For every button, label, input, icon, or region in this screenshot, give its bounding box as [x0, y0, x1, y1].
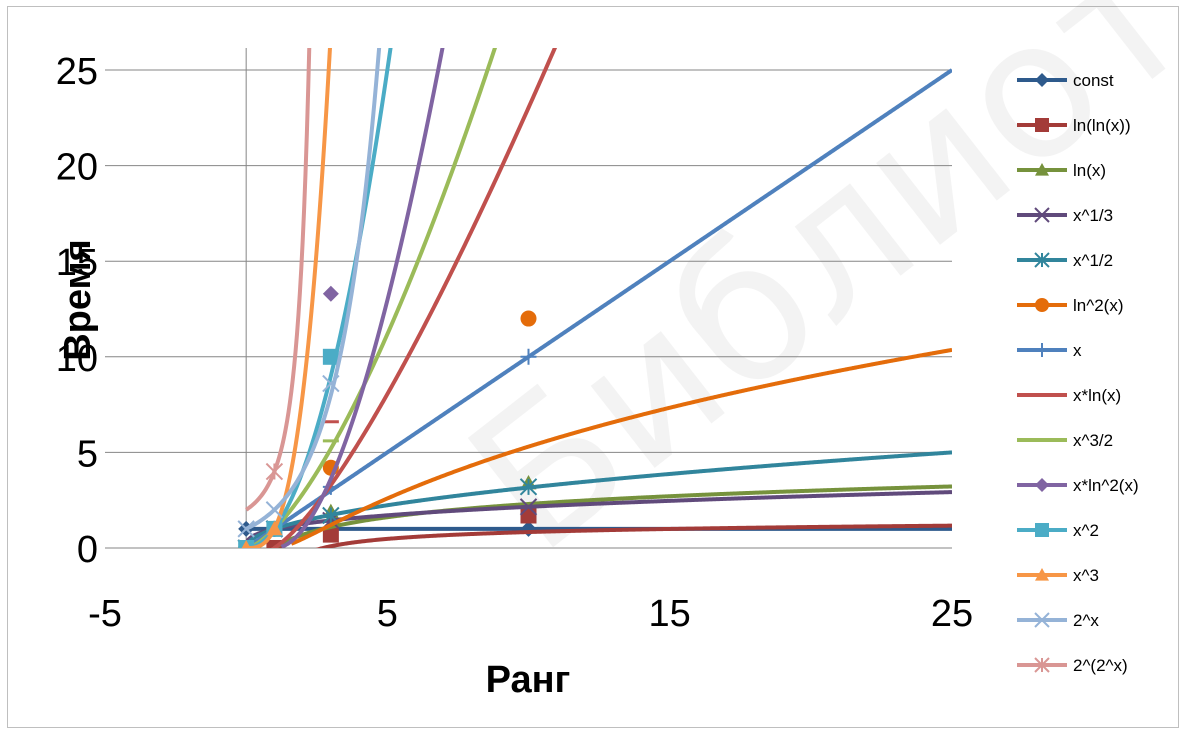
y-tick-label: 0 — [77, 529, 98, 571]
legend-label: x^2 — [1073, 521, 1099, 540]
series-line — [280, 48, 445, 548]
legend-marker — [1035, 163, 1049, 176]
y-tick-label: 20 — [56, 147, 98, 189]
legend-marker — [1034, 252, 1050, 268]
legend-label: ln(ln(x)) — [1073, 116, 1131, 135]
series-13 — [245, 48, 312, 512]
plot-area — [237, 48, 952, 548]
series-line — [245, 68, 952, 548]
legend-label: const — [1073, 71, 1114, 90]
series-line — [315, 523, 952, 548]
data-point — [520, 310, 537, 327]
legend-label: 2^x — [1073, 611, 1099, 630]
y-tick-label: 10 — [56, 338, 98, 380]
legend-item: ln(x) — [1017, 161, 1106, 180]
x-tick-label: -5 — [88, 593, 122, 635]
legend-item: x^1/2 — [1017, 251, 1113, 270]
x-tick-label: 25 — [931, 593, 973, 635]
legend-item: x^3/2 — [1017, 431, 1113, 450]
legend-label: x — [1073, 341, 1082, 360]
legend-label: x^3 — [1073, 566, 1099, 585]
legend-marker — [1035, 343, 1049, 357]
series-12 — [237, 48, 382, 538]
series-1 — [266, 507, 952, 548]
series-line — [245, 48, 498, 548]
legend-marker — [1034, 612, 1050, 628]
legend-item: x^3 — [1017, 566, 1099, 585]
data-point — [237, 520, 255, 538]
data-point — [520, 507, 537, 524]
x-tick-label: 15 — [649, 593, 691, 635]
legend-marker — [1035, 568, 1049, 581]
y-axis-title: Время — [57, 239, 99, 361]
series-11 — [241, 48, 332, 548]
data-point — [322, 374, 340, 393]
legend-marker — [1035, 478, 1049, 492]
data-point — [266, 520, 283, 536]
legend-marker — [1035, 73, 1049, 87]
legend-item: x^2 — [1017, 521, 1099, 540]
series-line — [245, 48, 332, 548]
data-point — [265, 462, 284, 481]
legend-label: x*ln^2(x) — [1073, 476, 1139, 495]
series-7 — [238, 48, 558, 548]
y-tick-label: 5 — [77, 433, 98, 475]
legend-marker — [1035, 523, 1049, 537]
legend-item: ln^2(x) — [1017, 296, 1124, 315]
series-line — [244, 490, 952, 548]
legend-item: 2^x — [1017, 611, 1099, 630]
data-point — [322, 526, 339, 543]
data-point — [520, 348, 537, 365]
legend: const ln(ln(x)) ln(x) x^1/3 x^1/2 ln^2(x) x x*l… — [1017, 71, 1139, 675]
series-line — [245, 48, 312, 512]
legend-marker — [1035, 118, 1049, 132]
legend-marker — [1035, 298, 1049, 312]
x-axis-title: Ранг — [486, 659, 571, 701]
legend-marker — [1034, 207, 1050, 223]
legend-label: ln^2(x) — [1073, 296, 1124, 315]
data-point — [322, 348, 339, 365]
x-tick-label: 5 — [377, 593, 398, 635]
chart-frame — [7, 6, 1179, 728]
data-point — [265, 501, 284, 519]
legend-item: x — [1017, 341, 1082, 360]
legend-item: 2^(2^x) — [1017, 656, 1128, 675]
legend-label: ln(x) — [1073, 161, 1106, 180]
legend-label: 2^(2^x) — [1073, 656, 1128, 675]
legend-item: x*ln^2(x) — [1017, 476, 1139, 495]
data-point — [519, 498, 538, 516]
y-tick-label: 15 — [56, 242, 98, 284]
series-line — [290, 347, 952, 546]
series-line — [270, 48, 558, 548]
legend-label: x^1/3 — [1073, 206, 1113, 225]
legend-label: x^3/2 — [1073, 431, 1113, 450]
data-point — [519, 478, 538, 496]
legend-item: const — [1017, 71, 1114, 90]
legend-item: ln(ln(x)) — [1017, 116, 1131, 135]
series-5 — [290, 310, 952, 546]
data-point — [322, 285, 339, 302]
y-tick-label: 25 — [56, 51, 98, 93]
legend-item: x*ln(x) — [1017, 386, 1121, 405]
data-point — [241, 540, 251, 548]
legend-label: x*ln(x) — [1073, 386, 1121, 405]
legend-marker — [1034, 657, 1050, 673]
legend-item: x^1/3 — [1017, 206, 1113, 225]
data-point — [266, 540, 283, 548]
legend-label: x^1/2 — [1073, 251, 1113, 270]
series-2 — [266, 474, 952, 548]
